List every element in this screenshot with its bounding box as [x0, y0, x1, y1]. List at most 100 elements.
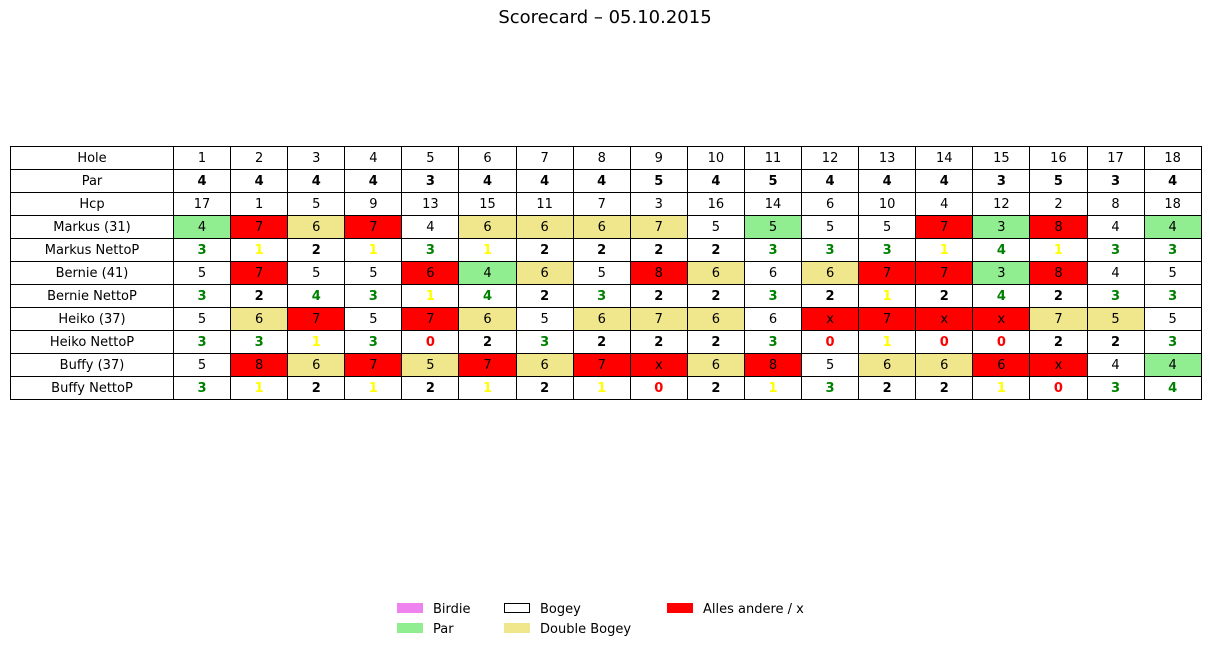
score-cell: 5: [172, 261, 232, 285]
score-cell: 0: [801, 330, 860, 354]
score-cell: 3: [801, 376, 860, 400]
score-cell: 4: [1143, 376, 1202, 400]
score-cell: 3: [230, 330, 289, 354]
score-cell: 4: [401, 215, 460, 239]
legend-label: Double Bogey: [540, 622, 632, 637]
score-cell: 3: [1086, 376, 1145, 400]
score-cell: 4: [1086, 215, 1145, 239]
score-cell: 4: [1143, 215, 1202, 239]
score-cell: 6: [515, 353, 574, 377]
score-cell: 8: [743, 353, 803, 377]
score-cell: 7: [915, 215, 974, 239]
score-cell: 7: [230, 261, 289, 285]
row-label: Hole: [10, 146, 174, 170]
score-cell: 3: [572, 284, 631, 308]
score-cell: 3: [1086, 284, 1145, 308]
score-cell: 2: [1029, 284, 1088, 308]
score-cell: 1: [1029, 238, 1088, 262]
score-cell: 5: [401, 353, 460, 377]
score-cell: 7: [287, 307, 346, 331]
score-cell: x: [801, 307, 860, 331]
score-cell: 3: [743, 238, 803, 262]
score-cell: 6: [858, 353, 917, 377]
table-row: Markus NettoP 3 1 2 1 3 1 2 2 2 2 3 3 3 1 4 1 3 3: [10, 238, 1202, 262]
score-cell: 1: [458, 238, 517, 262]
score-cell: 4: [915, 169, 974, 193]
score-cell: 2: [915, 284, 974, 308]
score-cell: 0: [401, 330, 460, 354]
legend-label: Bogey: [540, 602, 581, 617]
score-cell: 2: [629, 330, 688, 354]
score-cell: 10: [858, 192, 917, 216]
score-cell: 5: [801, 353, 860, 377]
score-cell: 1: [572, 376, 631, 400]
score-cell: 15: [458, 192, 517, 216]
score-cell: 1: [858, 330, 917, 354]
score-cell: 5: [401, 146, 460, 170]
score-cell: 7: [344, 353, 403, 377]
score-cell: 5: [743, 169, 803, 193]
score-cell: 5: [801, 215, 860, 239]
legend-swatch: [504, 622, 530, 633]
score-cell: 2: [572, 330, 631, 354]
score-cell: 4: [230, 169, 289, 193]
score-cell: 2: [1086, 330, 1145, 354]
score-cell: 2: [858, 376, 917, 400]
score-cell: 7: [458, 353, 517, 377]
score-cell: 3: [1086, 169, 1145, 193]
score-cell: 1: [172, 146, 232, 170]
score-cell: 2: [629, 284, 688, 308]
score-cell: 0: [629, 376, 688, 400]
score-cell: 6: [686, 353, 745, 377]
row-label: Markus NettoP: [10, 238, 174, 262]
score-cell: 0: [972, 330, 1031, 354]
score-cell: 3: [972, 215, 1031, 239]
score-cell: 4: [972, 238, 1031, 262]
legend-item: Bogey: [504, 601, 581, 619]
legend-item: Alles andere / x: [667, 601, 804, 619]
score-cell: 0: [1029, 376, 1088, 400]
score-cell: 2: [287, 238, 346, 262]
score-cell: x: [1029, 353, 1088, 377]
score-cell: 4: [458, 169, 517, 193]
score-cell: 3: [801, 238, 860, 262]
score-cell: 7: [915, 261, 974, 285]
score-cell: 2: [458, 330, 517, 354]
score-cell: 5: [686, 215, 745, 239]
score-cell: 1: [458, 376, 517, 400]
score-cell: 3: [972, 261, 1031, 285]
score-cell: 2: [686, 284, 745, 308]
row-label: Hcp: [10, 192, 174, 216]
score-cell: 16: [686, 192, 745, 216]
score-cell: 7: [515, 146, 574, 170]
score-cell: 3: [1143, 284, 1202, 308]
score-cell: 1: [230, 376, 289, 400]
score-cell: 2: [572, 238, 631, 262]
row-label: Heiko NettoP: [10, 330, 174, 354]
chart-title: Scorecard – 05.10.2015: [498, 7, 712, 28]
score-cell: 3: [515, 330, 574, 354]
score-cell: 3: [858, 238, 917, 262]
score-cell: 4: [344, 169, 403, 193]
table-row: Heiko NettoP 3 3 1 3 0 2 3 2 2 2 3 0 1 0 0 2 2 3: [10, 330, 1202, 354]
score-cell: 13: [858, 146, 917, 170]
score-cell: 3: [344, 330, 403, 354]
score-cell: 1: [344, 238, 403, 262]
score-cell: 2: [515, 238, 574, 262]
score-cell: 1: [972, 376, 1031, 400]
score-cell: 2: [686, 330, 745, 354]
score-cell: 5: [743, 215, 803, 239]
score-cell: 3: [629, 192, 688, 216]
score-cell: 1: [915, 238, 974, 262]
score-cell: 7: [858, 307, 917, 331]
score-cell: 8: [1029, 261, 1088, 285]
legend-swatch: [397, 602, 423, 613]
row-label: Bernie (41): [10, 261, 174, 285]
score-cell: 7: [858, 261, 917, 285]
legend-swatch: [504, 602, 530, 613]
score-cell: 10: [686, 146, 745, 170]
score-cell: 5: [287, 192, 346, 216]
score-cell: 4: [915, 192, 974, 216]
score-cell: 3: [1143, 238, 1202, 262]
score-cell: 6: [515, 261, 574, 285]
